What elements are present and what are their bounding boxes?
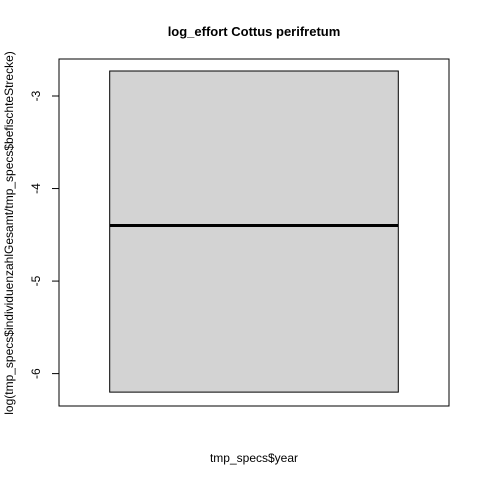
chart-title: log_effort Cottus perifretum	[168, 24, 341, 39]
y-axis: -3 -4 -5 -6	[29, 90, 60, 379]
y-tick-label: -6	[29, 368, 43, 379]
x-axis-label: tmp_specs$year	[210, 451, 298, 465]
boxes-layer	[109, 70, 399, 393]
y-tick-label: -4	[29, 183, 43, 194]
y-axis-label: log(tmp_specs$individuenzahlGesamt/tmp_s…	[2, 51, 16, 415]
y-ticks: -3 -4 -5 -6	[29, 90, 59, 379]
box	[109, 70, 399, 393]
y-tick-label: -5	[29, 275, 43, 286]
y-tick-label: -3	[29, 90, 43, 101]
